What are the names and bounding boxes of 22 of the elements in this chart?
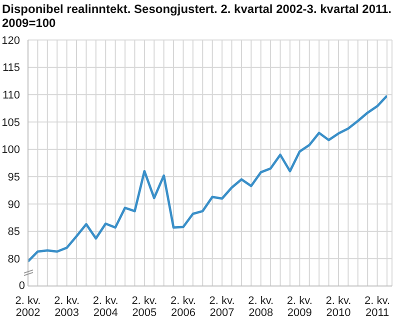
x-tick-label: 2. kv. 2002 bbox=[15, 295, 41, 319]
line-series bbox=[28, 94, 387, 263]
y-tick-label: 80 bbox=[8, 254, 20, 266]
y-tick-label: 85 bbox=[8, 226, 20, 238]
text: 0 bbox=[18, 279, 25, 293]
y-tick-label: 115 bbox=[2, 62, 20, 74]
x-tick-label: 2. kv. 2006 bbox=[170, 295, 196, 319]
x-tick-label: 2. kv. 2009 bbox=[286, 295, 312, 319]
x-tick-label: 2. kv. 2007 bbox=[209, 295, 235, 319]
x-tick-label: 2. kv. 2008 bbox=[248, 295, 274, 319]
y-tick-label: 120 bbox=[2, 34, 20, 47]
x-tick-label: 2. kv. 2004 bbox=[92, 295, 118, 319]
x-tick-label: 2. kv. 2011 bbox=[364, 295, 390, 319]
chart-title: Disponibel realinntekt. Sesongjustert. 2. kvartal 2002-3. kvartal 2011. 2009=100 bbox=[1, 1, 393, 32]
y-tick-label: 95 bbox=[8, 172, 20, 184]
y-tick-label: 105 bbox=[2, 116, 20, 129]
y-tick-label: 90 bbox=[8, 198, 20, 211]
x-tick-label: 2. kv. 2003 bbox=[54, 295, 80, 319]
y-tick-label: 100 bbox=[2, 144, 20, 156]
x-tick-label: 2. kv. 2005 bbox=[132, 295, 158, 319]
x-tick-label: 2. kv. 2010 bbox=[326, 295, 352, 319]
y-tick-label: 110 bbox=[2, 90, 20, 102]
